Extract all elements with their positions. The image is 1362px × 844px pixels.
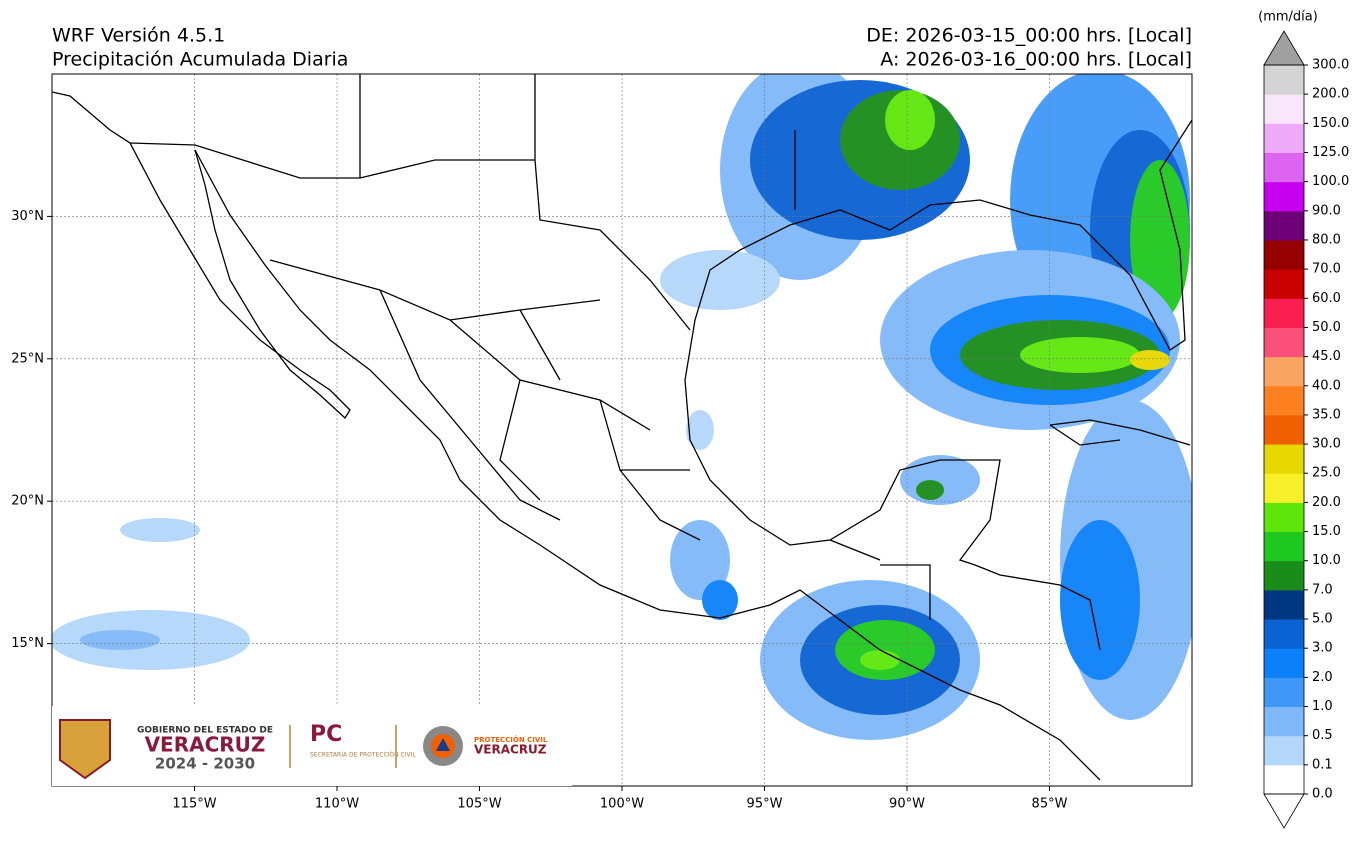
colorbar-band [1264,706,1304,737]
colorbar-label: 70.0 [1312,262,1341,277]
colorbar-band [1264,152,1304,183]
x-tick-label: 95°W [747,797,783,812]
colorbar-label: 125.0 [1312,145,1349,160]
graticule [52,74,1192,786]
gov-line: GOBIERNO DEL ESTADO DE [137,726,273,736]
x-tick-label: 85°W [1032,797,1068,812]
logo-panel [52,706,572,786]
colorbar-label: 1.0 [1312,699,1333,714]
colorbar-label: 0.1 [1312,757,1333,772]
colorbar-label: 2.0 [1312,670,1333,685]
pcv-name: VERACRUZ [474,743,547,757]
period-from: DE: 2026-03-15_00:00 hrs. [Local] [866,25,1192,47]
colorbar-band [1264,473,1304,503]
colorbar-label: 300.0 [1312,58,1349,73]
colorbar-band [1264,210,1304,241]
y-tick-label: 30°N [11,209,44,224]
colorbar-label: 10.0 [1312,553,1341,568]
y-tick-label: 15°N [11,636,44,651]
colorbar-label: 25.0 [1312,466,1341,481]
colorbar-label: 50.0 [1312,320,1341,335]
colorbar-band [1264,327,1304,358]
colorbar-label: 100.0 [1312,174,1349,189]
colorbar-label: 15.0 [1312,524,1341,539]
colorbar-band [1264,764,1304,795]
coastline [194,149,1101,781]
colorbar: 0.0 0.1 0.5 1.0 2.0 3.0 5.0 7.0 10.0 15.0 20.0 25.0… [1263,30,1349,829]
colorbar-label: 40.0 [1312,378,1341,393]
colorbar-label: 0.0 [1312,787,1333,802]
title: WRF Versión 4.5.1 [52,25,225,47]
gov-years: 2024 - 2030 [155,755,255,773]
x-tick-label: 100°W [600,797,644,812]
x-tick-label: 105°W [457,797,501,812]
y-tick-label: 25°N [11,351,44,366]
colorbar-band [1264,677,1304,708]
period-to: A: 2026-03-16_00:00 hrs. [Local] [880,49,1192,71]
colorbar-label: 3.0 [1312,641,1333,656]
x-tick-label: 115°W [172,797,216,812]
x-tick-label: 90°W [889,797,925,812]
colorbar-label: 45.0 [1312,349,1341,364]
colorbar-label: 150.0 [1312,116,1349,131]
state-borders [269,259,701,541]
colorbar-extend-min [1263,793,1305,829]
colorbar-label: 7.0 [1312,582,1333,597]
colorbar-band [1264,94,1304,124]
colorbar-band [1264,648,1304,678]
colorbar-band [1264,181,1304,212]
colorbar-band [1264,269,1304,299]
colorbar-band [1264,735,1304,766]
colorbar-band [1264,502,1304,533]
colorbar-band [1264,444,1304,474]
colorbar-label: 35.0 [1312,407,1341,422]
colorbar-band [1264,239,1304,270]
pc-logo: PC [310,722,342,747]
colorbar-frame [1263,64,1305,795]
colorbar-label: 80.0 [1312,232,1341,247]
colorbar-label: 0.5 [1312,728,1333,743]
pc-sub: SECRETARÍA DE PROTECCIÓN CIVIL [310,752,416,759]
border [129,74,931,620]
colorbar-band [1264,619,1304,649]
colorbar-label: 60.0 [1312,291,1341,306]
colorbar-band [1264,65,1304,95]
colorbar-label: 5.0 [1312,612,1333,627]
coastline [1049,419,1191,446]
colorbar-extend-max [1263,30,1305,66]
gov-name: VERACRUZ [145,733,266,757]
colorbar-band [1264,298,1304,328]
colorbar-unit: (mm/día) [1258,10,1318,25]
coastline [684,119,1192,651]
coat-of-arms [59,719,111,780]
pcv-line: PROTECCIÓN CIVIL [474,735,548,744]
y-tick-label: 20°N [11,494,44,509]
colorbar-band [1264,414,1304,445]
colorbar-band [1264,385,1304,416]
logos: GOBIERNO DEL ESTADO DE VERACRUZ 2024 - 2… [52,706,572,786]
colorbar-band [1264,123,1304,153]
colorbar-label: 90.0 [1312,203,1341,218]
colorbar-band [1264,531,1304,562]
colorbar-label: 20.0 [1312,495,1341,510]
map [52,74,1192,786]
colorbar-band [1264,589,1304,620]
precipitation [52,74,1192,740]
subtitle: Precipitación Acumulada Diaria [52,49,348,71]
colorbar-band [1264,560,1304,591]
x-tick-label: 110°W [315,797,359,812]
colorbar-label: 30.0 [1312,437,1341,452]
colorbar-band [1264,356,1304,387]
colorbar-label: 200.0 [1312,87,1349,102]
coastlines [52,74,1192,781]
